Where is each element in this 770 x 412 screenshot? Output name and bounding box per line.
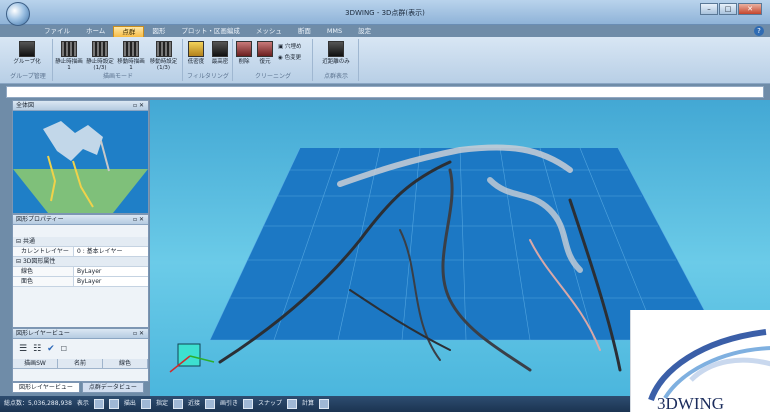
static-draw-icon — [61, 41, 77, 57]
section-common[interactable]: ⊟ 共通 — [13, 237, 148, 247]
group-icon — [19, 41, 35, 57]
tab-settings[interactable]: 設定 — [358, 27, 372, 35]
ribbon: グループ化 グループ管理 静止時描画1 静止時設定(1/3) 移動時描画1 移動… — [0, 37, 770, 84]
close-button[interactable]: ✕ — [738, 3, 762, 15]
pull-icon[interactable] — [242, 399, 253, 409]
point-count: 総点数：5,036,288,938 — [4, 400, 72, 407]
check-icon[interactable]: ✔ — [47, 344, 55, 354]
window-controls: – □ ✕ — [700, 3, 762, 15]
group-draw-mode: 静止時描画1 静止時設定(1/3) 移動時描画1 移動時設定(1/3) 描画モー… — [54, 39, 183, 81]
overview-panel: 全体図 ▫ ✕ — [12, 100, 149, 214]
tab-layer-view[interactable]: 図形レイヤービュー — [12, 382, 80, 393]
restore-icon — [257, 41, 273, 57]
panel-close-icon[interactable]: ▫ ✕ — [132, 102, 144, 109]
specify-icon[interactable] — [172, 399, 183, 409]
tab-point-data-view[interactable]: 点群データビュー — [81, 382, 144, 393]
property-row[interactable]: カレントレイヤー 0 : 基本レイヤー — [13, 247, 148, 257]
title-bar: 3DWING - 3D点群(表示) – □ ✕ — [0, 0, 770, 26]
near-only-icon — [328, 41, 344, 57]
layer-table-header: 描画SW 名前 線色 — [13, 359, 148, 369]
properties-header: 図形プロパティー ▫ ✕ — [13, 215, 148, 225]
section-3d-attr[interactable]: ⊟ 3D図形属性 — [13, 257, 148, 267]
layer-grid-icon[interactable]: ☷ — [33, 344, 42, 354]
tab-mms[interactable]: MMS — [326, 27, 343, 35]
help-icon[interactable]: ? — [754, 26, 764, 36]
ribbon-tabs: ファイル ホーム 点群 図形 プロット・区画編成 メッシュ 断面 MMS 設定 — [36, 26, 379, 38]
high-density-button[interactable]: 最高密 — [208, 41, 232, 65]
high-density-icon — [212, 41, 228, 57]
static-setting-icon — [92, 41, 108, 57]
overview-header: 全体図 ▫ ✕ — [13, 101, 148, 111]
tab-plot[interactable]: プロット・区画編成 — [181, 27, 240, 35]
status-bar: 総点数：5,036,288,938 表示 描出 指定 近接 画引き スナップ 計… — [0, 396, 770, 412]
command-input[interactable] — [6, 86, 764, 98]
product-logo: 3DWING — [630, 310, 770, 412]
move-draw-button[interactable]: 移動時描画1 — [116, 41, 146, 71]
checkbox-icon[interactable]: ☐ — [60, 345, 67, 353]
tab-mesh[interactable]: メッシュ — [255, 27, 282, 35]
nearby-icon[interactable] — [204, 399, 215, 409]
axis-cube-icon — [169, 343, 215, 373]
layer-toolbar: ☰ ☷ ✔ ☐ — [13, 339, 148, 359]
panel-close-icon[interactable]: ▫ ✕ — [132, 330, 144, 337]
low-density-icon — [188, 41, 204, 57]
point-cloud-view[interactable] — [150, 100, 770, 396]
display-mode-icon[interactable] — [108, 399, 119, 409]
static-setting-button[interactable]: 静止時設定(1/3) — [85, 41, 115, 71]
group-point-display: 近距離のみ 点群表示 — [314, 39, 359, 81]
restore-button[interactable]: 復元 — [254, 41, 276, 65]
app-menu-orb[interactable] — [6, 2, 30, 26]
tab-point-cloud[interactable]: 点群 — [113, 26, 145, 38]
overview-map[interactable] — [13, 111, 148, 213]
layer-view-panel: 図形レイヤービュー ▫ ✕ ☰ ☷ ✔ ☐ 描画SW 名前 線色 — [12, 328, 149, 382]
tab-file[interactable]: ファイル — [44, 27, 70, 35]
maximize-button[interactable]: □ — [719, 3, 737, 15]
tab-section[interactable]: 断面 — [297, 27, 311, 35]
low-density-button[interactable]: 低密度 — [184, 41, 208, 65]
minimize-button[interactable]: – — [700, 3, 718, 15]
group-cleaning: 削除 復元 ▣ 穴埋め ◉ 色変更 クリーニング — [234, 39, 313, 81]
static-draw-button[interactable]: 静止時描画1 — [54, 41, 84, 71]
group-button[interactable]: グループ化 — [10, 41, 44, 65]
wing-logo-icon — [648, 329, 770, 402]
move-draw-icon — [123, 41, 139, 57]
layer-view-header: 図形レイヤービュー ▫ ✕ — [13, 329, 148, 339]
tab-home[interactable]: ホーム — [86, 27, 106, 35]
calc-icon[interactable] — [319, 399, 330, 409]
recolor-button[interactable]: ◉ 色変更 — [278, 55, 302, 61]
tab-shape[interactable]: 図形 — [152, 27, 166, 35]
move-setting-icon — [155, 41, 172, 57]
move-setting-button[interactable]: 移動時設定(1/3) — [147, 41, 180, 71]
delete-button[interactable]: 削除 — [234, 41, 254, 65]
bottom-tabs: 図形レイヤービュー 点群データビュー — [12, 382, 146, 393]
logo-text: 3DWING — [657, 394, 725, 412]
draw-icon[interactable] — [140, 399, 151, 409]
near-only-button[interactable]: 近距離のみ — [318, 41, 354, 65]
group-filtering: 低密度 最高密 フィルタリング — [184, 39, 233, 81]
layer-list-icon[interactable]: ☰ — [19, 344, 28, 354]
snap-icon[interactable] — [287, 399, 297, 409]
group-manage: グループ化 グループ管理 — [4, 39, 53, 81]
panel-close-icon[interactable]: ▫ ✕ — [132, 216, 144, 223]
properties-panel: 図形プロパティー ▫ ✕ ⊟ 共通 カレントレイヤー 0 : 基本レイヤー ⊟ 3D… — [12, 214, 149, 328]
fill-hole-button[interactable]: ▣ 穴埋め — [278, 44, 302, 50]
delete-icon — [236, 41, 252, 57]
window-title: 3DWING - 3D点群(表示) — [345, 9, 425, 17]
property-row[interactable]: 線色 ByLayer — [13, 267, 148, 277]
display-icon[interactable] — [93, 399, 104, 409]
property-row[interactable]: 面色 ByLayer — [13, 277, 148, 287]
